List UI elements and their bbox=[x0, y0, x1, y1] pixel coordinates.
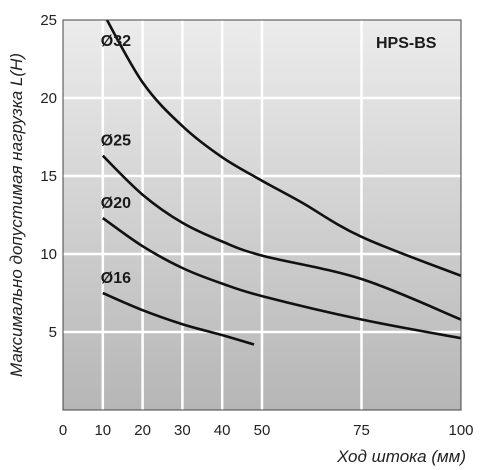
y-tick-label: 10 bbox=[40, 246, 57, 263]
y-tick-labels: 5 10 15 20 25 bbox=[40, 12, 57, 341]
series-group bbox=[101, 20, 461, 346]
series-label: Ø20 bbox=[101, 195, 131, 212]
series-line bbox=[101, 154, 461, 321]
series-labels: Ø32 Ø25 Ø20 Ø16 bbox=[101, 33, 131, 287]
x-tick-label: 20 bbox=[134, 422, 151, 439]
x-tick-label: 40 bbox=[214, 422, 231, 439]
series-label: Ø16 bbox=[101, 270, 131, 287]
series-line bbox=[102, 217, 461, 340]
x-tick-label: 50 bbox=[254, 422, 271, 439]
y-tick-label: 5 bbox=[49, 324, 57, 341]
model-badge: HPS-BS bbox=[376, 35, 437, 52]
series-label: Ø32 bbox=[101, 33, 131, 50]
x-tick-label: 10 bbox=[94, 422, 111, 439]
y-tick-label: 25 bbox=[40, 12, 57, 29]
x-tick-labels: 0 10 20 30 40 50 75 100 bbox=[59, 422, 474, 439]
grid bbox=[63, 20, 461, 410]
x-tick-label: 75 bbox=[353, 422, 370, 439]
plot-frame bbox=[62, 19, 462, 411]
x-axis-label: Ход штока (мм) bbox=[336, 447, 466, 466]
y-axis-label: Максимально допустимая нагрузка L(H) bbox=[7, 53, 26, 377]
series-line bbox=[102, 291, 255, 346]
x-tick-label: 0 bbox=[59, 422, 67, 439]
y-tick-label: 15 bbox=[40, 168, 57, 185]
x-tick-label: 30 bbox=[174, 422, 191, 439]
y-tick-label: 20 bbox=[40, 90, 57, 107]
series-label: Ø25 bbox=[101, 133, 131, 150]
x-tick-label: 100 bbox=[448, 422, 473, 439]
series-line bbox=[105, 20, 461, 278]
